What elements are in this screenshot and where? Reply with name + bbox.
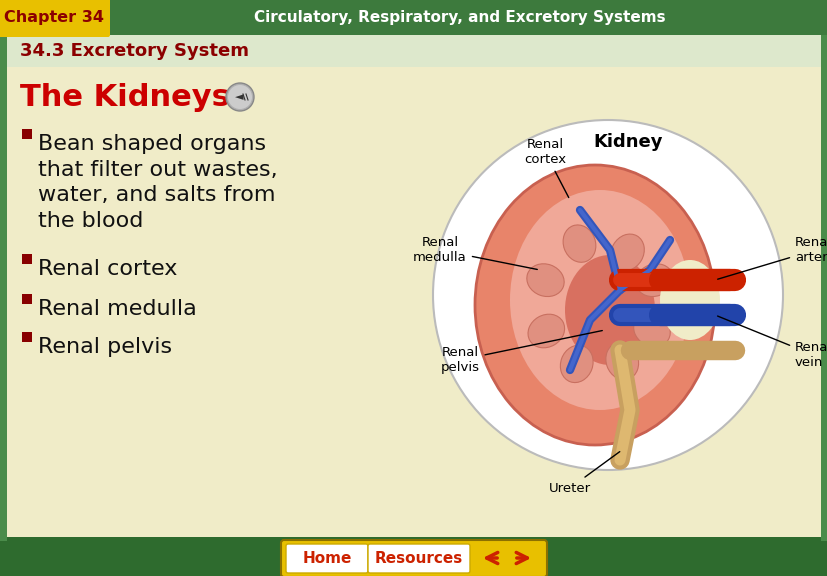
FancyBboxPatch shape bbox=[0, 0, 110, 37]
Ellipse shape bbox=[659, 260, 719, 340]
Text: Kidney: Kidney bbox=[592, 133, 662, 151]
Text: Renal
artery: Renal artery bbox=[717, 236, 827, 279]
Ellipse shape bbox=[635, 264, 672, 297]
Ellipse shape bbox=[528, 314, 564, 348]
Circle shape bbox=[227, 85, 251, 109]
Ellipse shape bbox=[509, 190, 689, 410]
Circle shape bbox=[226, 83, 254, 111]
Ellipse shape bbox=[564, 255, 654, 365]
FancyBboxPatch shape bbox=[820, 35, 827, 541]
Text: Home: Home bbox=[302, 551, 351, 566]
Text: Renal
medulla: Renal medulla bbox=[413, 236, 537, 270]
Text: Resources: Resources bbox=[375, 551, 462, 566]
FancyBboxPatch shape bbox=[280, 540, 547, 576]
Text: Renal
cortex: Renal cortex bbox=[523, 138, 568, 198]
FancyBboxPatch shape bbox=[22, 129, 32, 139]
FancyBboxPatch shape bbox=[367, 544, 470, 573]
Ellipse shape bbox=[610, 234, 643, 271]
FancyBboxPatch shape bbox=[0, 35, 7, 541]
Text: Circulatory, Respiratory, and Excretory Systems: Circulatory, Respiratory, and Excretory … bbox=[254, 10, 665, 25]
Text: Chapter 34: Chapter 34 bbox=[4, 10, 104, 25]
Text: Renal medulla: Renal medulla bbox=[38, 299, 197, 319]
Ellipse shape bbox=[475, 165, 715, 445]
FancyBboxPatch shape bbox=[0, 0, 827, 35]
Text: Renal
pelvis: Renal pelvis bbox=[440, 331, 601, 374]
FancyBboxPatch shape bbox=[7, 35, 820, 67]
Text: Ureter: Ureter bbox=[548, 452, 619, 495]
Ellipse shape bbox=[633, 313, 669, 347]
Ellipse shape bbox=[526, 264, 563, 297]
FancyBboxPatch shape bbox=[22, 332, 32, 342]
FancyBboxPatch shape bbox=[0, 541, 827, 576]
Text: The Kidneys: The Kidneys bbox=[20, 84, 230, 112]
FancyBboxPatch shape bbox=[285, 544, 367, 573]
Ellipse shape bbox=[562, 225, 595, 262]
Circle shape bbox=[433, 120, 782, 470]
FancyBboxPatch shape bbox=[7, 35, 820, 537]
Ellipse shape bbox=[605, 342, 638, 380]
Text: ◄: ◄ bbox=[235, 92, 243, 102]
FancyBboxPatch shape bbox=[22, 294, 32, 304]
Ellipse shape bbox=[560, 345, 592, 382]
Text: Renal cortex: Renal cortex bbox=[38, 259, 177, 279]
Text: Renal
vein: Renal vein bbox=[717, 316, 827, 369]
FancyBboxPatch shape bbox=[22, 254, 32, 264]
Text: Bean shaped organs
that filter out wastes,
water, and salts from
the blood: Bean shaped organs that filter out waste… bbox=[38, 134, 277, 231]
FancyBboxPatch shape bbox=[0, 541, 827, 545]
Text: 34.3 Excretory System: 34.3 Excretory System bbox=[20, 42, 249, 60]
Text: Renal pelvis: Renal pelvis bbox=[38, 337, 172, 357]
